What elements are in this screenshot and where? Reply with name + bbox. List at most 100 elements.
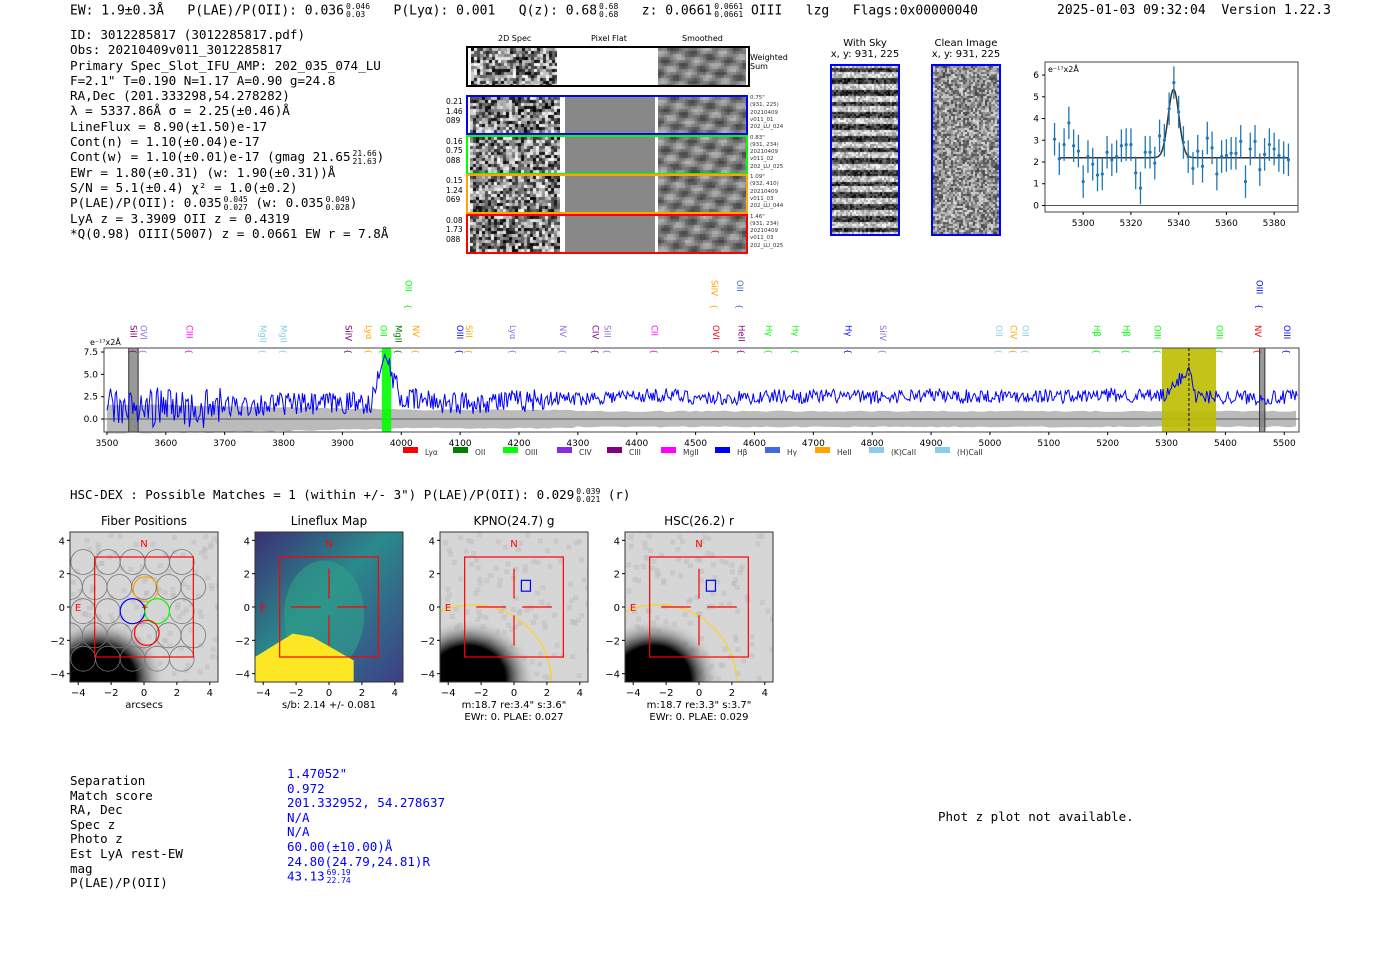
pixel-noise	[154, 641, 160, 647]
emission-line-label: Hβ	[1091, 325, 1101, 337]
image-panel-hsc-r: N E HSC(26.2) r −4 −4 −2 −2 0 0 2 2 4 4 m:18.7 re:3.3…	[605, 514, 774, 720]
legend-label: (H)CaII	[957, 448, 983, 457]
pixel-noise	[167, 631, 173, 637]
pixel-noise	[705, 550, 711, 556]
y-tick-label: 0	[614, 603, 620, 614]
emission-line-bracket: {	[1253, 349, 1262, 354]
emission-line-bracket: {	[1153, 349, 1162, 354]
x-tick-label: 4700	[802, 439, 825, 449]
y-tick-label: −4	[50, 670, 65, 681]
match-field-label: Est LyA rest-EW	[70, 845, 183, 861]
value-text: 1.47052"	[287, 766, 348, 781]
fiber-info-line: 0.75"	[750, 95, 765, 101]
legend-swatch	[815, 447, 830, 453]
pixel-noise	[733, 577, 739, 583]
x-tick-label: 5300	[1155, 439, 1178, 449]
flags-text: Flags:0x00000040	[852, 3, 978, 19]
pixel-noise	[577, 539, 583, 545]
fiber-2d-spec	[470, 97, 560, 133]
emission-line-bracket: {	[709, 304, 718, 309]
pixel-noise	[755, 541, 761, 547]
pixel-noise	[625, 562, 631, 568]
pixel-noise	[537, 538, 543, 544]
pixel-noise	[464, 609, 470, 615]
panel-title: Lineflux Map	[291, 514, 367, 528]
pixel-noise	[119, 616, 125, 622]
pixel-noise	[710, 590, 716, 596]
x-tick-label: 5000	[978, 439, 1001, 449]
pixel-noise	[449, 613, 455, 619]
data-point	[1124, 143, 1128, 147]
emission-line-bracket: {	[411, 349, 420, 354]
pixel-noise	[216, 655, 218, 661]
data-point	[1148, 150, 1152, 154]
pixel-noise	[128, 566, 134, 572]
x-tick-label: 4	[207, 688, 213, 699]
pixel-noise	[539, 599, 545, 605]
data-point	[1239, 139, 1243, 143]
emission-line-label: SiIV	[342, 325, 352, 341]
pixel-noise	[210, 654, 216, 660]
pixel-noise	[632, 608, 638, 614]
pixel-noise	[626, 588, 632, 594]
hsc-title-text: HSC-DEX : Possible Matches = 1 (within +…	[70, 487, 575, 502]
pixel-noise	[654, 573, 660, 579]
pixel-noise	[510, 606, 516, 612]
emission-line-label: OIII	[1254, 280, 1264, 294]
emission-line-bracket: {	[711, 349, 720, 354]
data-point	[1138, 186, 1143, 190]
pixel-noise	[654, 567, 660, 573]
shaded-region	[381, 348, 392, 432]
pixel-noise	[545, 674, 551, 680]
emission-line-label: OII	[402, 280, 412, 292]
pixel-noise	[181, 581, 187, 587]
data-point	[1076, 149, 1081, 153]
pixel-noise	[581, 577, 587, 583]
pixel-noise	[99, 560, 105, 566]
fiber-row	[466, 213, 748, 254]
fiber-circle	[169, 549, 195, 575]
pixel-noise	[732, 634, 738, 640]
aperture-ellipse	[625, 604, 738, 682]
hsc-plae-hi: 0.039	[576, 486, 601, 496]
pixel-noise	[686, 599, 692, 605]
pixel-noise	[687, 563, 693, 569]
line-id: OIII	[750, 3, 783, 19]
fiber-right-info: 1.46" (931, 234) 20210409 v011_03 202_LU_025	[750, 214, 783, 250]
emission-line-bracket: {	[1122, 349, 1131, 354]
pixel-noise	[165, 569, 171, 575]
fiber-info-line: (931, 225)	[750, 102, 779, 109]
emission-line-label: OII	[993, 325, 1003, 337]
legend-label: Hγ	[787, 448, 798, 457]
pixel-noise	[759, 533, 765, 539]
data-point	[1205, 136, 1209, 140]
x-tick-label: 5500	[1273, 439, 1296, 449]
data-point	[1129, 143, 1133, 147]
galaxy-blob	[625, 618, 721, 682]
match-field-label: Separation	[70, 773, 146, 788]
pixel-noise	[453, 606, 459, 612]
pixel-noise	[647, 548, 653, 554]
x-tick-label: −2	[104, 688, 119, 699]
pixel-noise	[678, 573, 684, 579]
pixel-noise	[89, 588, 95, 594]
fiber-left-values: 0.15 1.24 069	[446, 176, 463, 205]
y-tick-label: 2.5	[84, 393, 98, 403]
image-area	[255, 532, 403, 682]
panel-title: KPNO(24.7) g	[473, 514, 554, 528]
pixel-noise	[195, 593, 201, 599]
aperture-box	[94, 556, 194, 658]
legend-swatch	[453, 447, 468, 453]
panel-caption: m:18.7 re:3.4" s:3.6"	[462, 700, 567, 711]
ew-text: EW: 1.9±0.3Å	[70, 3, 164, 19]
emission-line-bracket: {	[737, 349, 746, 354]
fiber-info-line: 0.83"	[750, 134, 765, 141]
info-id: ID: 3012285817 (3012285817.pdf)	[70, 27, 306, 42]
pixel-noise	[749, 653, 755, 659]
emission-line-label: CIV	[1007, 325, 1017, 339]
fiber-row	[466, 174, 748, 214]
pixel-noise	[446, 592, 452, 598]
pixel-noise	[109, 616, 115, 622]
emission-line-bracket: {	[138, 349, 147, 354]
pixel-noise	[442, 540, 448, 546]
